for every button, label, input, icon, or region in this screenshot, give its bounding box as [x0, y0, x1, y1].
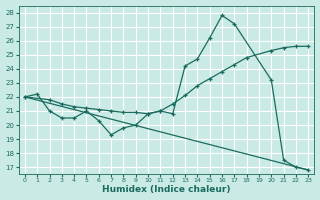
X-axis label: Humidex (Indice chaleur): Humidex (Indice chaleur) [102, 185, 231, 194]
